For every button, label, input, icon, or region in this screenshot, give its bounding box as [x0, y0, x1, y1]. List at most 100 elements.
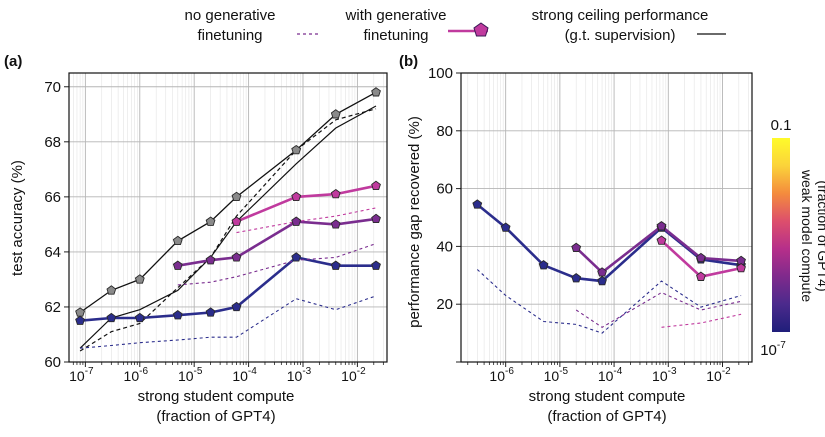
a-xlabel-line2: (fraction of GPT4) [156, 408, 275, 425]
data-point-marker [656, 221, 667, 231]
b-xlabel-line2: (fraction of GPT4) [547, 408, 666, 425]
data-point-marker [597, 267, 607, 277]
data-point-marker [134, 274, 145, 284]
panel-label-a: (a) [4, 53, 22, 70]
data-point-marker [371, 180, 381, 191]
data-point-marker [205, 307, 216, 317]
series-line [79, 255, 376, 322]
data-point-marker [291, 144, 302, 155]
data-point-marker [597, 275, 607, 286]
x-tick-label: 10-5 [544, 366, 569, 384]
y-tick-label: 40 [436, 238, 453, 255]
y-tick-label: 80 [436, 123, 453, 140]
y-tick-label: 66 [44, 189, 61, 206]
series-group [79, 91, 377, 352]
data-point-marker [134, 312, 145, 323]
series-line [80, 295, 377, 349]
data-point-marker [538, 260, 549, 270]
data-point-marker [736, 262, 746, 273]
data-point-marker [291, 252, 302, 262]
data-point-marker [500, 222, 511, 232]
legend-pentagon-marker [473, 22, 489, 37]
markers [75, 87, 381, 325]
data-point-marker [291, 216, 302, 226]
colorbar-gradient [772, 138, 790, 332]
legend: no generative finetuning with generative… [185, 7, 726, 44]
x-tick-label: 10-4 [232, 366, 257, 384]
data-point-marker [371, 213, 381, 224]
data-point-marker [371, 260, 381, 270]
data-point-marker [231, 191, 242, 202]
legend-no-gen-line1: no generative [185, 7, 276, 24]
panel-label-b: (b) [399, 53, 418, 70]
y-tick-label: 100 [428, 65, 453, 82]
x-tick-label: 10-7 [69, 366, 94, 384]
x-tick-label: 10-5 [178, 366, 203, 384]
series-line [661, 313, 742, 328]
data-point-marker [330, 188, 341, 199]
series-line [177, 217, 377, 267]
data-point-marker [696, 252, 706, 263]
series-line [476, 203, 742, 283]
data-point-marker [75, 315, 86, 325]
x-tick-label: 10-3 [287, 366, 312, 384]
y-tick-label: 62 [44, 299, 61, 316]
y-tick-label: 60 [436, 181, 453, 198]
data-point-marker [371, 87, 381, 97]
data-point-marker [172, 235, 183, 246]
series-group [476, 203, 742, 334]
panel-b: 10-6 10-5 10-4 10-3 10-2 20 40 60 80 100 [428, 65, 753, 384]
series-line [236, 207, 377, 234]
b-ylabel: performance gap recovered (%) [406, 116, 423, 328]
legend-ceiling-line1: strong ceiling performance [532, 7, 709, 24]
x-tick-label: 10-3 [652, 366, 677, 384]
colorbar-top-label: 0.1 [771, 117, 792, 134]
grid [456, 72, 752, 367]
y-tick-label: 20 [436, 296, 453, 313]
plot-frame [460, 72, 753, 363]
series-line [177, 243, 377, 286]
data-point-marker [172, 260, 183, 270]
x-tick-label: 10-6 [489, 366, 514, 384]
data-point-marker [231, 301, 242, 312]
y-tick-label: 60 [44, 354, 61, 371]
data-point-marker [472, 199, 483, 209]
colorbar-label-line1: weak model compute [799, 169, 815, 303]
legend-with-gen-line2: finetuning [363, 27, 428, 44]
data-point-marker [696, 271, 706, 281]
y-tick-label: 68 [44, 134, 61, 151]
y-tick-label: 64 [44, 244, 61, 261]
data-point-marker [231, 216, 242, 226]
data-point-marker [205, 216, 216, 226]
series-line [79, 105, 377, 349]
data-point-marker [330, 109, 341, 119]
data-point-marker [205, 255, 216, 265]
data-point-marker [106, 285, 117, 295]
data-point-marker [106, 312, 117, 323]
data-point-marker [291, 191, 302, 202]
colorbar-bottom-label: 10-7 [760, 340, 786, 359]
data-point-marker [656, 235, 667, 245]
plot-frame [68, 72, 388, 363]
panel-a: 10-7 10-6 10-5 10-4 10-3 10-2 60 62 64 66 68 70 [44, 72, 388, 384]
x-tick-label: 10-2 [706, 366, 731, 384]
a-ylabel: test accuracy (%) [9, 160, 26, 276]
markers [472, 199, 746, 286]
data-point-marker [571, 273, 582, 283]
x-tick-label: 10-2 [341, 366, 366, 384]
data-point-marker [330, 219, 341, 229]
y-tick-label: 70 [44, 79, 61, 96]
b-xlabel-line1: strong student compute [529, 388, 686, 405]
legend-with-gen-line1: with generative [345, 7, 447, 24]
series-line [575, 224, 742, 275]
legend-no-gen-line2: finetuning [197, 27, 262, 44]
legend-ceiling-line2: (g.t. supervision) [565, 27, 676, 44]
data-point-marker [172, 310, 183, 320]
data-point-marker [231, 252, 242, 262]
colorbar-label-line2: (fraction of GPT4) [815, 180, 825, 291]
data-point-marker [330, 260, 341, 270]
data-point-marker [571, 242, 582, 253]
series-line [236, 184, 377, 223]
colorbar: 0.1 10-7 weak model compute (fraction of… [760, 117, 825, 359]
